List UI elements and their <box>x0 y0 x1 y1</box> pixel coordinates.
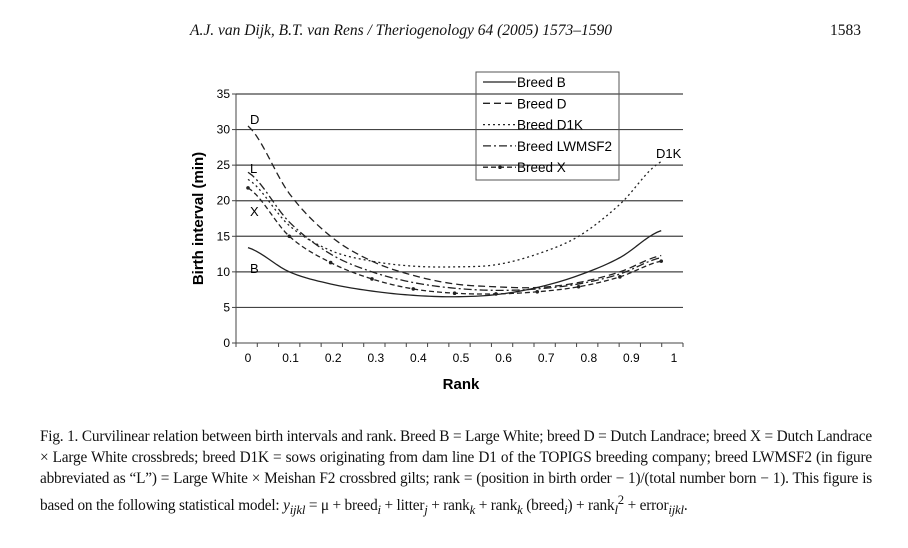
data-point-x <box>659 259 664 263</box>
y-tick-label: 15 <box>217 229 231 243</box>
x-tick-label: 0.5 <box>453 351 470 365</box>
x-tick-label: 0.9 <box>623 351 640 365</box>
data-point-x <box>452 291 457 296</box>
data-point-x <box>287 234 292 239</box>
curve-label-x: X <box>250 204 259 219</box>
curve-label-b: B <box>250 261 259 276</box>
data-point-x <box>411 287 416 291</box>
data-point-x <box>370 277 374 281</box>
y-tick-label: 0 <box>223 336 230 350</box>
x-tick-label: 1 <box>671 351 678 365</box>
x-tick-label: 0.3 <box>367 351 384 365</box>
y-tick-label: 5 <box>223 300 230 314</box>
legend-entry: Breed D <box>517 96 567 111</box>
y-tick-label: 20 <box>217 194 231 208</box>
curve-label-d1k: D1K <box>656 146 682 161</box>
legend-entry: Breed LWMSF2 <box>517 139 612 154</box>
x-tick-label: 0.7 <box>538 351 555 365</box>
series-line-b <box>247 229 662 298</box>
legend-entry: Breed B <box>517 75 566 90</box>
data-point-x <box>618 275 622 279</box>
x-tick-label: 0.8 <box>580 351 597 365</box>
model-equation: yijkl = μ + breedi + litterj + rankk + r… <box>283 492 688 517</box>
series-line-d1k <box>247 161 662 268</box>
figure-caption: Fig. 1. Curvilinear relation between bir… <box>40 426 872 521</box>
legend-entry: Breed D1K <box>517 118 583 133</box>
y-tick-label: 35 <box>217 87 231 101</box>
y-tick-label: 10 <box>217 265 231 279</box>
page-number: 1583 <box>830 22 861 39</box>
x-tick-label: 0.6 <box>495 351 512 365</box>
data-point-x <box>576 284 581 289</box>
data-point-x <box>494 292 498 296</box>
data-point-x <box>535 289 540 294</box>
curve-label-d: D <box>250 112 259 127</box>
x-tick-label: 0.2 <box>325 351 342 365</box>
birth-interval-chart: 0 5 10 15 20 25 30 35 0 0.1 0.2 0.3 0.4 0.5 0.6 0.7 0.8 0… <box>190 71 684 393</box>
curve-label-l: L <box>250 161 257 176</box>
x-tick-label: 0.1 <box>282 351 299 365</box>
series-line-d <box>247 125 662 289</box>
x-tick-label: 0 <box>245 351 252 365</box>
y-tick-label: 30 <box>217 123 231 137</box>
data-point-x <box>328 260 333 265</box>
legend-marker <box>498 165 502 169</box>
x-tick-label: 0.4 <box>410 351 427 365</box>
legend-box <box>475 71 620 181</box>
y-axis-label: Birth interval (min) <box>190 152 207 285</box>
legend-entry: Breed X <box>517 160 566 175</box>
series-line-l <box>247 171 662 292</box>
data-point-x <box>246 186 250 190</box>
y-tick-label: 25 <box>217 158 231 172</box>
caption-text: Fig. 1. Curvilinear relation between bir… <box>40 428 872 514</box>
x-axis-label: Rank <box>443 376 480 393</box>
running-title: A.J. van Dijk, B.T. van Rens / Theriogen… <box>190 22 613 39</box>
